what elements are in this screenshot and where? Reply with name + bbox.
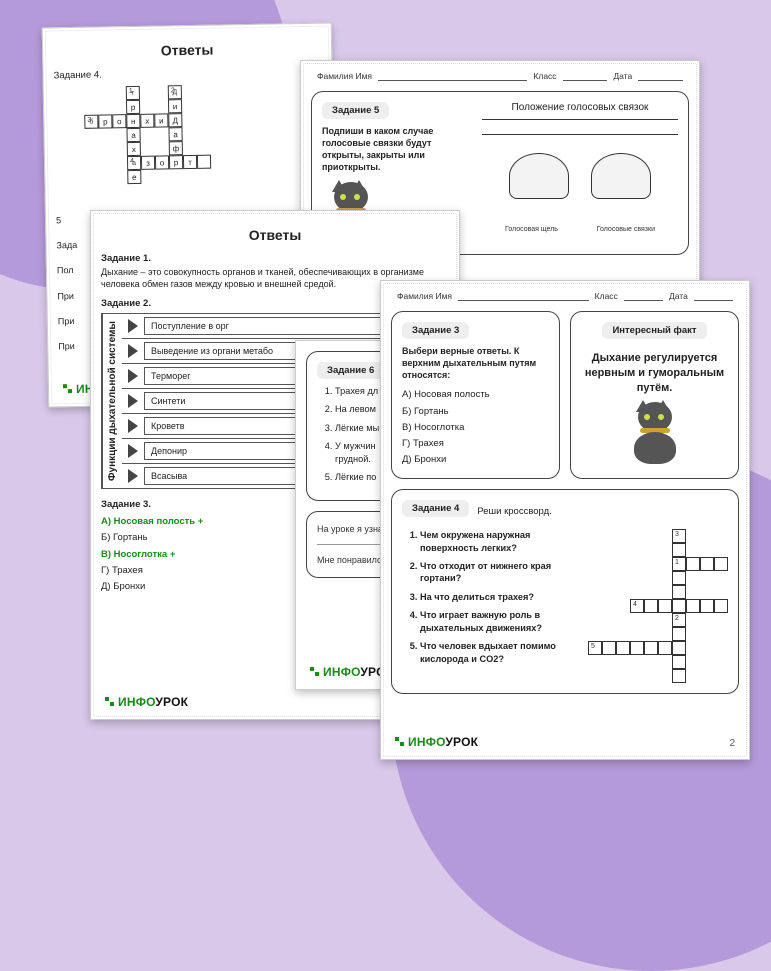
header-line: Фамилия Имя Класс Дата [311, 71, 689, 81]
logo: ИНФОУРОК [105, 695, 188, 709]
task3-options: А) Носовая полостьБ) ГортаньВ) Носоглотк… [402, 387, 549, 468]
fact-text: Дыхание регулируется нервным и гуморальн… [581, 351, 728, 396]
task5-label: Задание 5 [322, 102, 389, 119]
pageA-task4-label: Задание 4. [53, 66, 321, 82]
vocal-cords-diagram: Голосовая щель Голосовые связки [505, 149, 655, 229]
header-line: Фамилия Имя Класс Дата [391, 291, 739, 301]
pageA-title: Ответы [53, 40, 321, 61]
pageC-title: Ответы [101, 227, 449, 243]
fact-title: Интересный факт [602, 322, 706, 339]
task5-instr: Подпиши в каком случае голосовые связки … [322, 125, 472, 174]
pageA-cut-labels: 5 Зада Пол При При При [56, 208, 79, 359]
page-number: 2 [729, 738, 735, 749]
crossword-answers: т1Д2риб3ронхиДаахфа4зорт е [84, 83, 324, 185]
pageC-t1: Задание 1. [101, 253, 449, 264]
cat-illustration [626, 402, 684, 464]
task5-heading: Положение голосовых связок [482, 102, 678, 113]
crossword-questions: Чем окружена наружная поверхность легких… [402, 529, 578, 683]
logo: ИНФОУРОК [395, 735, 478, 749]
task3-instr: Выбери верные ответы. К верхним дыхатель… [402, 345, 549, 381]
task3-label: Задание 3 [402, 322, 469, 339]
task6-label: Задание 6 [317, 362, 384, 379]
task4-instr: Реши кроссворд. [477, 506, 551, 517]
task4-label: Задание 4 [402, 500, 469, 517]
crossword-blank: 31425 [588, 529, 728, 683]
page-worksheet: Фамилия Имя Класс Дата Задание 3 Выбери … [380, 280, 750, 760]
